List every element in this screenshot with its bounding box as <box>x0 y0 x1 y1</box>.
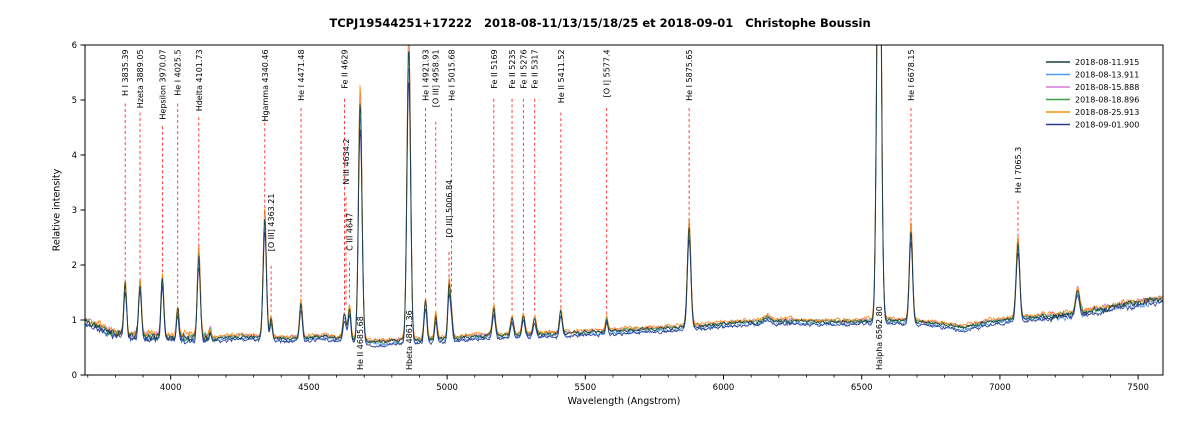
spectral-line-label: Fe II 5235 <box>508 49 517 88</box>
x-tick-label: 5000 <box>436 383 458 393</box>
spectral-line-label: He I 4471.48 <box>297 49 306 100</box>
spectral-line-label: Fe II 5317 <box>531 49 540 88</box>
legend-label: 2018-08-13.911 <box>1075 71 1139 80</box>
spectral-line-label: He I 4921.93 <box>422 49 431 100</box>
series-line-2018-08-13.911 <box>85 45 1163 346</box>
spectral-line-label: Fe II 4629 <box>341 49 350 88</box>
y-tick-label: 6 <box>72 41 77 51</box>
spectral-line-label: He I 7065.3 <box>1014 147 1023 193</box>
legend-label: 2018-08-11.915 <box>1075 58 1139 67</box>
x-tick-label: 5500 <box>574 383 596 393</box>
spectral-line-label-bottom: Halpha 6562.80 <box>875 306 884 370</box>
spectral-line-label: He I 5875.65 <box>685 49 694 100</box>
spectral-line-label: C III 4647 <box>346 213 355 251</box>
y-tick-label: 0 <box>72 371 77 381</box>
spectral-line-label: N III 4634.2 <box>342 139 351 185</box>
chart-title: TCPJ19544251+17222 2018-08-11/13/15/18/2… <box>329 16 871 30</box>
y-tick-label: 2 <box>72 261 77 271</box>
spectral-line-label: Hzeta 3889.05 <box>136 49 145 108</box>
spectral-line-label-bottom: He II 4685.68 <box>356 316 365 370</box>
spectral-line-label: [O III] 4958.91 <box>432 49 441 107</box>
y-tick-label: 1 <box>72 316 77 326</box>
series-line-2018-08-15.888 <box>85 45 1163 343</box>
x-tick-label: 4500 <box>298 383 320 393</box>
x-tick-label: 4000 <box>160 383 182 393</box>
spectral-line-label: Fe II 5169 <box>490 49 499 88</box>
spectral-line-label: Hepsilon 3970.07 <box>158 49 167 119</box>
spectral-line-label: [O III] 5006.84 <box>445 180 454 238</box>
spectral-line-label: H I 3835.39 <box>121 49 130 96</box>
series-line-2018-08-18.896 <box>85 45 1163 345</box>
legend-label: 2018-08-18.896 <box>1075 96 1139 105</box>
x-tick-label: 6500 <box>851 383 873 393</box>
legend-label: 2018-08-15.888 <box>1075 83 1139 92</box>
spectral-line-label: He I 5015.68 <box>447 49 456 100</box>
series-line-2018-08-11.915 <box>85 45 1163 344</box>
spectral-line-label: He I 4025.5 <box>174 49 183 95</box>
series-group <box>85 45 1163 348</box>
spectral-line-label: Fe II 5276 <box>519 49 528 88</box>
legend-label: 2018-09-01.900 <box>1075 121 1139 130</box>
legend: 2018-08-11.915 2018-08-13.911 2018-08-15.8… <box>1046 58 1139 130</box>
x-tick-label: 6000 <box>713 383 735 393</box>
x-tick-label: 7000 <box>989 383 1011 393</box>
spectral-line-label: Hdelta 4101.73 <box>195 49 204 111</box>
spectral-line-label: Hgamma 4340.46 <box>261 49 270 121</box>
x-tick-label: 7500 <box>1127 383 1149 393</box>
spectral-line-label-bottom: Hbeta 4861.36 <box>405 310 414 370</box>
spectral-line-label: [O I] 5577.4 <box>603 49 612 97</box>
series-line-2018-08-25.913 <box>85 45 1163 343</box>
y-tick-label: 3 <box>72 206 77 216</box>
y-tick-label: 4 <box>72 151 77 161</box>
series-line-2018-09-01.900 <box>85 45 1163 348</box>
spectral-line-label: He I 6678.15 <box>907 49 916 100</box>
legend-label: 2018-08-25.913 <box>1075 108 1139 117</box>
y-tick-label: 5 <box>72 96 77 106</box>
spectral-line-label: He II 5411.52 <box>557 49 566 103</box>
x-axis-label: Wavelength (Angstrom) <box>567 396 681 407</box>
spectral-line-label: [O III] 4363.21 <box>267 194 276 252</box>
plot-border <box>84 44 1164 376</box>
